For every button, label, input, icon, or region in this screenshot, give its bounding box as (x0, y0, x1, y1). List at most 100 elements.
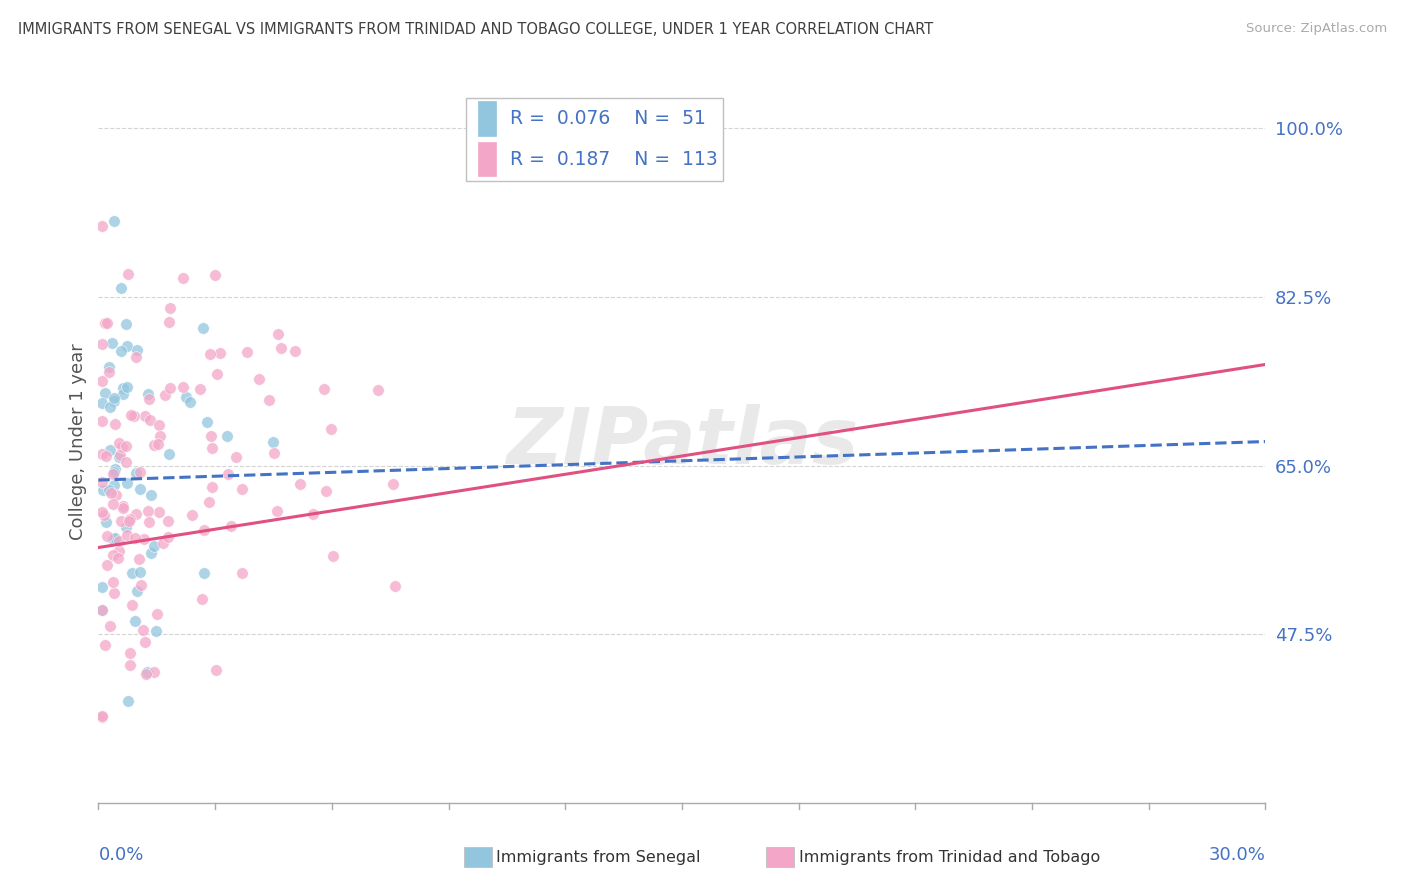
Point (157, 530, 180, 544)
Point (134, 635, 156, 649)
Point (122, 409, 145, 424)
Point (96, 515, 118, 529)
Point (112, 500, 135, 514)
Point (205, 663, 228, 677)
Point (267, 327, 290, 342)
Point (129, 578, 152, 592)
Point (107, 533, 129, 548)
Point (148, 505, 170, 519)
Point (103, 586, 125, 600)
Text: IMMIGRANTS FROM SENEGAL VS IMMIGRANTS FROM TRINIDAD AND TOBAGO COLLEGE, UNDER 1 : IMMIGRANTS FROM SENEGAL VS IMMIGRANTS FR… (18, 22, 934, 37)
Point (124, 350, 146, 364)
Point (159, 381, 181, 395)
Point (315, 483, 337, 498)
Point (219, 519, 242, 533)
Point (132, 624, 155, 638)
Point (149, 429, 172, 443)
Point (98, 365, 121, 379)
Y-axis label: College, Under 1 year: College, Under 1 year (69, 343, 87, 540)
Point (139, 488, 162, 502)
Point (132, 533, 155, 547)
Point (266, 504, 288, 518)
Point (152, 536, 174, 550)
Point (115, 475, 138, 490)
Text: 30.0%: 30.0% (1209, 847, 1265, 864)
Point (91, 374, 114, 388)
Point (103, 497, 125, 511)
Point (105, 487, 128, 501)
Point (270, 341, 292, 355)
Point (101, 574, 124, 589)
Point (118, 657, 141, 672)
Point (94, 316, 117, 330)
Point (172, 380, 194, 394)
Point (146, 607, 169, 621)
Point (91, 603, 114, 617)
Point (384, 579, 406, 593)
Point (91, 709, 114, 723)
Point (205, 367, 228, 381)
Point (93, 386, 115, 401)
Point (217, 467, 239, 481)
Point (121, 566, 143, 580)
Point (139, 546, 162, 560)
Point (98, 483, 121, 497)
Point (138, 392, 160, 406)
Point (103, 393, 125, 408)
Point (118, 646, 141, 660)
Point (195, 416, 218, 430)
Point (98, 359, 121, 374)
Point (107, 551, 129, 566)
Point (142, 665, 165, 679)
Point (91, 603, 114, 617)
Point (98, 400, 121, 414)
Point (190, 592, 212, 607)
Point (91, 504, 114, 518)
Point (101, 336, 124, 351)
Point (153, 388, 176, 402)
Point (181, 508, 204, 522)
Point (209, 346, 232, 360)
Point (215, 429, 238, 443)
Point (125, 343, 148, 358)
Point (231, 566, 253, 580)
FancyBboxPatch shape (478, 101, 496, 136)
Point (101, 532, 124, 546)
Point (145, 624, 167, 638)
Point (236, 345, 259, 359)
Point (91, 475, 114, 490)
Point (157, 447, 180, 461)
Point (110, 514, 132, 528)
Point (125, 507, 148, 521)
Point (100, 619, 122, 633)
Point (263, 446, 285, 460)
Point (198, 347, 221, 361)
Point (114, 318, 136, 332)
Point (115, 339, 138, 353)
Point (138, 516, 160, 530)
Point (98, 443, 121, 458)
Point (257, 392, 280, 407)
Point (103, 478, 125, 492)
Point (159, 301, 181, 316)
Point (91, 396, 114, 410)
Point (191, 321, 214, 335)
Point (193, 566, 215, 581)
Point (322, 549, 344, 563)
FancyBboxPatch shape (478, 142, 496, 177)
Point (193, 523, 215, 537)
Point (96, 316, 118, 330)
Text: R =  0.187    N =  113: R = 0.187 N = 113 (510, 150, 718, 169)
Text: ZIPatlas: ZIPatlas (506, 403, 858, 480)
Point (110, 281, 132, 295)
Point (103, 214, 125, 228)
Point (103, 391, 125, 405)
Point (204, 268, 226, 282)
Point (247, 372, 270, 386)
Point (128, 566, 150, 580)
Point (367, 383, 389, 397)
Point (117, 693, 139, 707)
Point (129, 482, 152, 496)
Point (101, 548, 124, 562)
Point (118, 514, 141, 528)
